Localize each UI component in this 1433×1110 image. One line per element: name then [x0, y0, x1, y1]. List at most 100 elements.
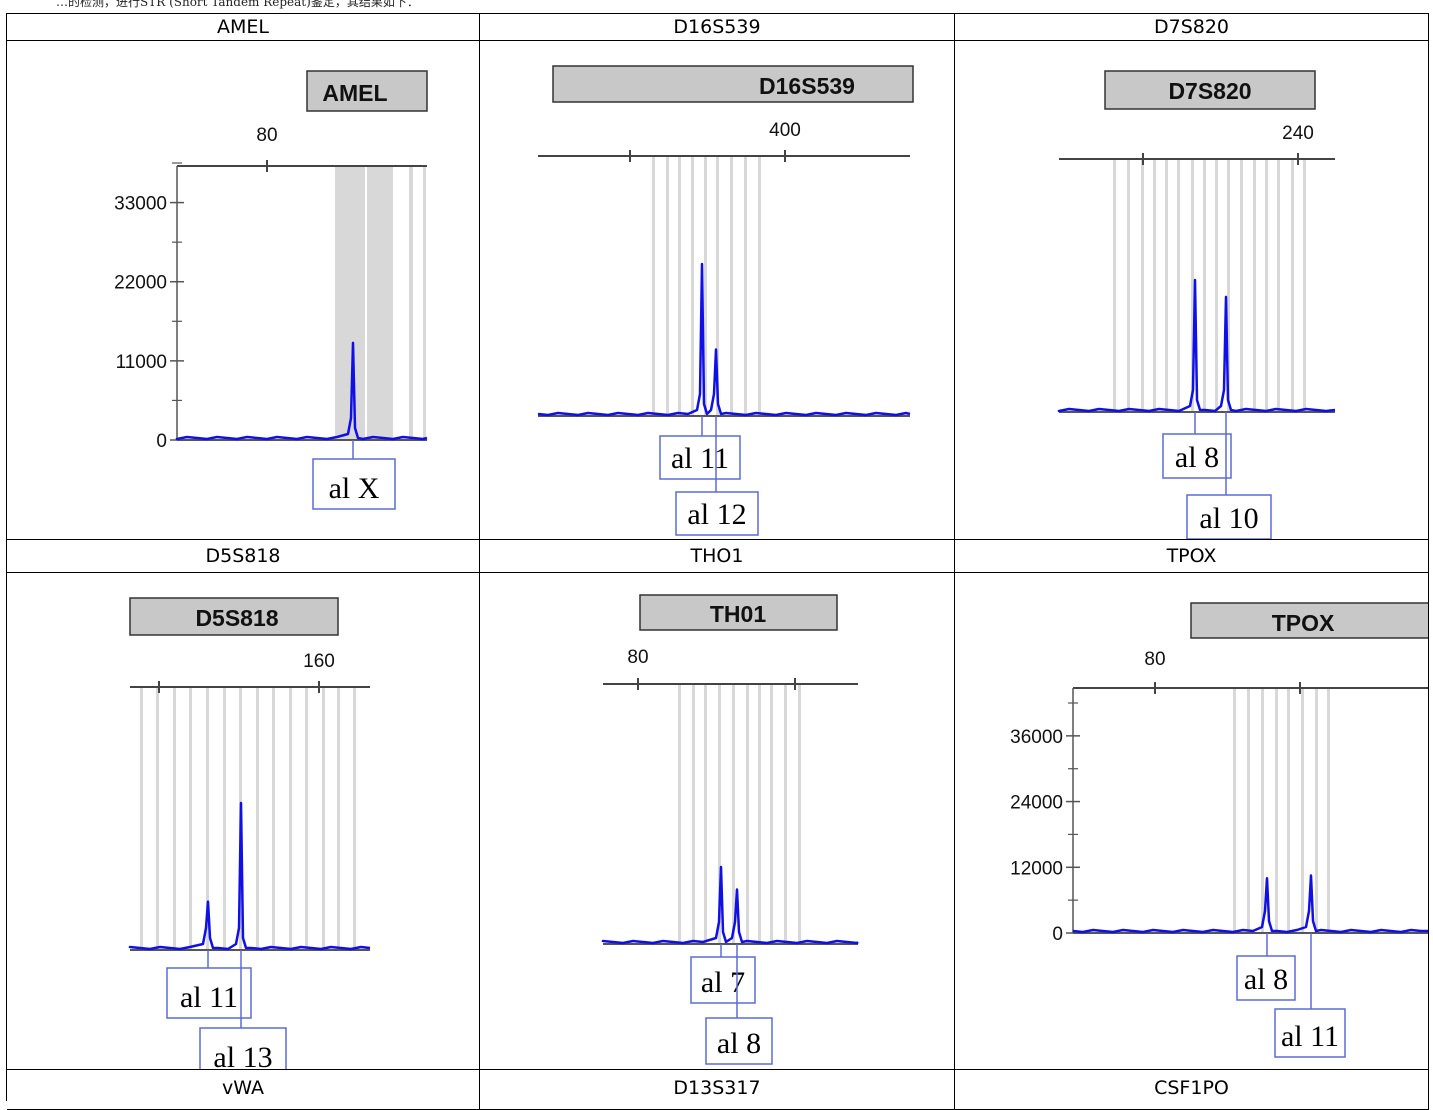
marker-label: D5S818: [195, 605, 278, 631]
bin-band: [758, 684, 761, 944]
bin-band: [730, 156, 733, 416]
electropherogram: AMEL 80 33000 22000 11000 0 al X: [7, 41, 479, 539]
allele-label: al 8: [1175, 441, 1219, 474]
bin-band: [784, 684, 787, 944]
column-header: vWA: [222, 1077, 264, 1099]
header-cell: D7S820: [955, 14, 1429, 41]
bin-band: [746, 684, 749, 944]
bin-band: [1275, 688, 1278, 933]
electropherogram: D7S820240al 8al 10: [955, 41, 1428, 539]
bin-band: [272, 687, 275, 950]
allele-label: al 12: [687, 498, 746, 531]
bin-band: [1127, 159, 1130, 412]
allele-label: al 11: [1281, 1020, 1339, 1053]
electropherogram-panel: D5S818 160 al 11 al 13: [7, 573, 480, 1070]
bin-band: [409, 166, 413, 440]
column-header: D16S539: [673, 16, 760, 38]
marker-label: TPOX: [1272, 610, 1335, 636]
header-cell: D5S818: [7, 540, 480, 573]
y-tick-label: 22000: [114, 273, 167, 294]
column-header: AMEL: [217, 16, 269, 38]
allele-label: al X: [329, 472, 380, 505]
size-tick-label: 160: [303, 651, 335, 672]
bin-band: [678, 156, 681, 416]
bin-band: [1215, 159, 1218, 412]
allele-label: al 13: [213, 1041, 272, 1069]
y-tick-label: 36000: [1010, 727, 1063, 748]
column-header: THO1: [691, 545, 744, 567]
bin-band: [289, 687, 292, 950]
bin-band: [173, 687, 176, 950]
bin-band: [1291, 159, 1294, 412]
trace-line: [130, 803, 370, 949]
bin-band: [1153, 159, 1156, 412]
bin-band: [423, 166, 426, 440]
bin-band: [798, 684, 801, 944]
bin-band: [353, 687, 356, 950]
bin-band: [367, 166, 393, 440]
marker-bar: [553, 66, 913, 102]
electropherogram: TH01 80 al 7 al 8: [480, 573, 954, 1069]
bin-band: [156, 687, 159, 950]
y-tick-label: 33000: [114, 194, 167, 215]
y-tick-label: 11000: [116, 352, 167, 373]
size-tick-label: 400: [769, 120, 801, 141]
trace-line: [538, 264, 910, 415]
header-cell: THO1: [480, 540, 955, 573]
bin-band: [758, 156, 761, 416]
bin-band: [1165, 159, 1168, 412]
trace-line: [1073, 876, 1428, 933]
trace-line: [603, 867, 858, 943]
bin-band: [1113, 159, 1116, 412]
bin-band: [666, 156, 669, 416]
bin-band: [744, 156, 747, 416]
allele-label: al 10: [1199, 502, 1258, 535]
bin-band: [1315, 688, 1318, 933]
bin-band: [692, 684, 695, 944]
bin-band: [1253, 159, 1256, 412]
column-header: CSF1PO: [1154, 1077, 1229, 1099]
bin-band: [1141, 159, 1144, 412]
bin-band: [770, 684, 773, 944]
bin-band: [691, 156, 694, 416]
bin-band: [1301, 688, 1304, 933]
y-tick-label: 12000: [1010, 858, 1063, 879]
electropherogram-panel: TH01 80 al 7 al 8: [480, 573, 955, 1070]
bin-band: [305, 687, 308, 950]
allele-label: al 11: [180, 981, 238, 1014]
bin-band: [223, 687, 226, 950]
marker-label: AMEL: [322, 80, 387, 106]
bin-band: [337, 687, 340, 950]
str-table: AMEL D16S539 D7S820 AMEL 80 33000 22000 1100…: [6, 13, 1429, 1101]
allele-label: al 8: [1244, 963, 1288, 996]
electropherogram-panel: D7S820 240 al 8 al 10: [955, 41, 1429, 540]
bin-band: [1203, 159, 1206, 412]
header-cell: CSF1PO: [955, 1070, 1429, 1110]
bin-band: [704, 684, 707, 944]
bin-band: [1233, 688, 1236, 933]
header-cell: TPOX: [955, 540, 1429, 573]
bin-band: [678, 684, 681, 944]
allele-label: al 8: [717, 1027, 761, 1060]
bin-band: [1261, 688, 1264, 933]
bin-band: [140, 687, 143, 950]
y-tick-label: 0: [156, 431, 167, 452]
size-tick-label: 240: [1282, 123, 1314, 144]
bin-band: [256, 687, 259, 950]
size-tick-label: 80: [627, 647, 648, 668]
electropherogram: TPOX 80 36000 24000 12000 0 al 8 al 11: [955, 573, 1428, 1069]
size-tick-label: 80: [256, 125, 277, 146]
size-tick-label: 80: [1144, 649, 1165, 670]
bin-band: [1265, 159, 1268, 412]
bin-band: [652, 156, 655, 416]
bin-band: [1177, 159, 1180, 412]
bin-band: [1240, 159, 1243, 412]
bin-band: [189, 687, 192, 950]
electropherogram: D5S818 160 al 11 al 13: [7, 573, 479, 1069]
column-header: D7S820: [1154, 16, 1229, 38]
header-cell: AMEL: [7, 14, 480, 41]
bin-band: [1327, 688, 1330, 933]
header-text: …的检测，进行STR (Short Tandem Repeat)鉴定，其结果如下…: [56, 0, 419, 10]
y-tick-label: 0: [1052, 924, 1063, 945]
electropherogram: D16S539 400 al 11 al 12: [480, 41, 954, 539]
